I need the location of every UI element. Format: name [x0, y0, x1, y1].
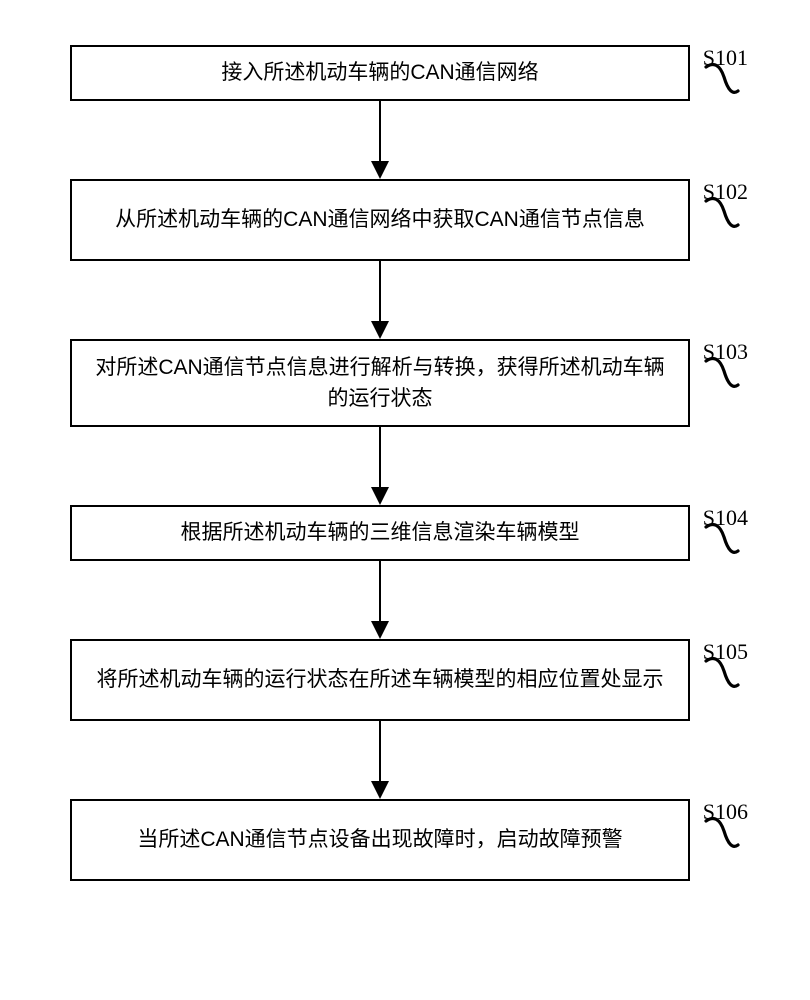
step-text: 对所述CAN通信节点信息进行解析与转换，获得所述机动车辆的运行状态 [92, 352, 668, 415]
connector-tilde-icon [700, 197, 740, 233]
step-box-1: 接入所述机动车辆的CAN通信网络 S101 [70, 45, 690, 101]
arrow [70, 721, 690, 799]
step-box-2: 从所述机动车辆的CAN通信网络中获取CAN通信节点信息 S102 [70, 179, 690, 261]
arrow-line [379, 427, 381, 487]
arrow [70, 101, 690, 179]
step-box-4: 根据所述机动车辆的三维信息渲染车辆模型 S104 [70, 505, 690, 561]
arrow [70, 261, 690, 339]
arrow-line [379, 561, 381, 621]
arrow-head-icon [371, 487, 389, 505]
arrow [70, 561, 690, 639]
arrow-head-icon [371, 781, 389, 799]
connector-tilde-icon [700, 357, 740, 393]
step-text: 接入所述机动车辆的CAN通信网络 [221, 57, 538, 89]
connector-tilde-icon [700, 817, 740, 853]
step-text: 根据所述机动车辆的三维信息渲染车辆模型 [181, 517, 580, 549]
connector-tilde-icon [700, 523, 740, 559]
arrow-line [379, 101, 381, 161]
step-box-5: 将所述机动车辆的运行状态在所述车辆模型的相应位置处显示 S105 [70, 639, 690, 721]
arrow-head-icon [371, 161, 389, 179]
flowchart-container: 接入所述机动车辆的CAN通信网络 S101 从所述机动车辆的CAN通信网络中获取… [70, 45, 710, 881]
arrow-line [379, 721, 381, 781]
arrow-line [379, 261, 381, 321]
step-text: 将所述机动车辆的运行状态在所述车辆模型的相应位置处显示 [97, 664, 664, 696]
step-text: 从所述机动车辆的CAN通信网络中获取CAN通信节点信息 [115, 204, 645, 236]
connector-tilde-icon [700, 63, 740, 99]
connector-tilde-icon [700, 657, 740, 693]
step-box-3: 对所述CAN通信节点信息进行解析与转换，获得所述机动车辆的运行状态 S103 [70, 339, 690, 427]
arrow-head-icon [371, 321, 389, 339]
step-box-6: 当所述CAN通信节点设备出现故障时，启动故障预警 S106 [70, 799, 690, 881]
arrow-head-icon [371, 621, 389, 639]
step-text: 当所述CAN通信节点设备出现故障时，启动故障预警 [137, 824, 622, 856]
arrow [70, 427, 690, 505]
